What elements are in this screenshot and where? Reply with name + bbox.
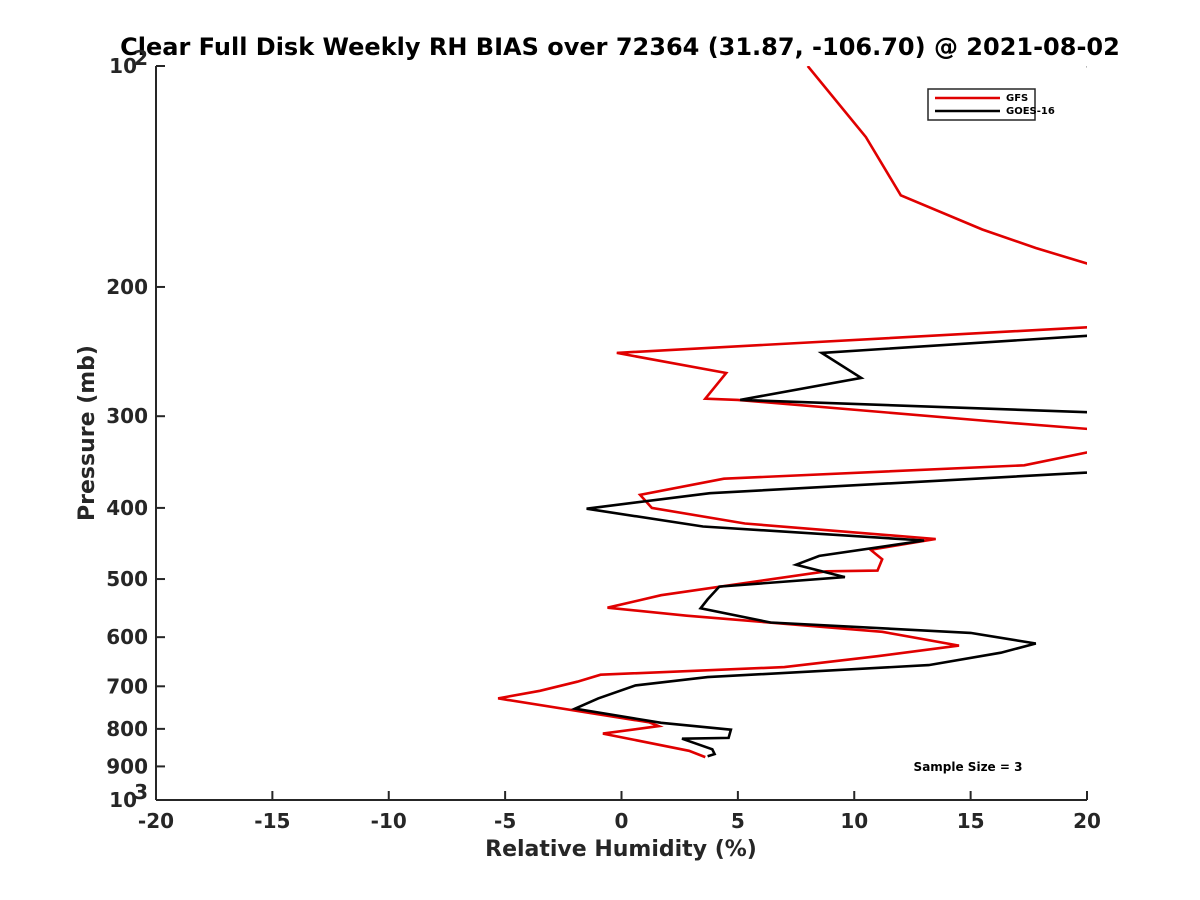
x-tick-label: 10 <box>840 809 868 833</box>
y-tick-label: 900 <box>106 754 148 778</box>
y-tick-label: 400 <box>106 496 148 520</box>
y-tick-label: 600 <box>106 625 148 649</box>
legend: GFS GOES-16 <box>927 88 1055 121</box>
y-tick-label: 200 <box>106 275 148 299</box>
y-tick-label: 800 <box>106 717 148 741</box>
y-axis-label: Pressure (mb) <box>75 345 100 521</box>
x-tick-label: -15 <box>254 809 290 833</box>
legend-label-gfs: GFS <box>1006 93 1028 104</box>
x-tick-label: -5 <box>494 809 516 833</box>
y-tick-exponent: 3 <box>134 780 148 804</box>
x-axis-label: Relative Humidity (%) <box>485 837 757 862</box>
legend-label-goes16: GOES-16 <box>1006 106 1055 117</box>
y-tick-exponent: 2 <box>134 46 148 70</box>
y-tick-label: 10 <box>109 54 137 78</box>
chart-title: Clear Full Disk Weekly RH BIAS over 7236… <box>120 33 1120 61</box>
x-tick-label: 5 <box>731 809 745 833</box>
x-tick-label: 0 <box>615 809 629 833</box>
y-tick-label: 700 <box>106 674 148 698</box>
series-layer <box>497 66 1087 759</box>
series-line-gfs <box>497 66 1087 759</box>
x-tick-group: -20 -15 -10 -5 0 5 10 15 20 <box>138 791 1101 833</box>
x-tick-label: -10 <box>371 809 407 833</box>
legend-box <box>927 88 1036 121</box>
x-tick-label: 15 <box>957 809 985 833</box>
y-tick-label: 500 <box>106 567 148 591</box>
sample-size-annotation: Sample Size = 3 <box>914 760 1023 774</box>
x-tick-label: -20 <box>138 809 174 833</box>
series-line-goes16 <box>570 66 1087 758</box>
y-tick-label: 10 <box>109 788 137 812</box>
x-tick-label: 20 <box>1073 809 1101 833</box>
y-tick-label: 300 <box>106 404 148 428</box>
